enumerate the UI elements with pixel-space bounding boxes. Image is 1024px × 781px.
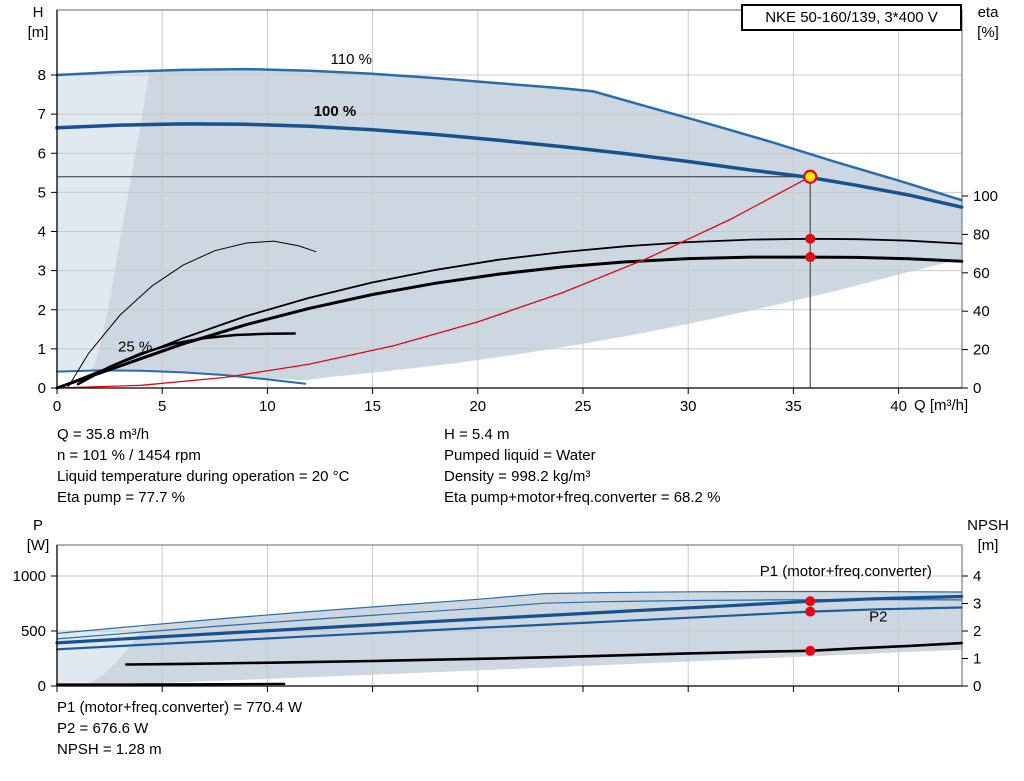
eta-axis-title: eta [%]	[964, 3, 1012, 43]
y-left-tick-label: 6	[38, 145, 46, 162]
y-left-tick-label: 500	[21, 623, 46, 640]
y-left-tick-label: 1	[38, 341, 46, 358]
eta-pump-curve	[56, 237, 963, 389]
h-axis-title: H [m]	[18, 3, 58, 43]
label-25-percent: 25 %	[118, 339, 152, 356]
y-right-tick-label: 3	[973, 596, 981, 613]
info-p1: P1 (motor+freq.converter) = 770.4 W	[57, 699, 303, 716]
x-tick-label: 35	[785, 398, 802, 415]
y-left-tick-label: 0	[38, 380, 46, 397]
y-left-tick-label: 0	[38, 678, 46, 695]
operating-envelope	[57, 69, 962, 381]
x-tick-label: 15	[364, 398, 381, 415]
label-100-percent: 100 %	[314, 103, 357, 120]
p2-110-curve	[56, 598, 963, 640]
p2-curve	[55, 606, 963, 651]
p2-point	[805, 606, 816, 617]
y-right-tick-label: 0	[973, 380, 981, 397]
label-110-percent: 110 %	[331, 51, 372, 68]
npsh-point	[805, 645, 816, 656]
info-speed: n = 101 % / 1454 rpm	[57, 447, 201, 464]
y-right-tick-label: 40	[973, 303, 990, 320]
p1-curve	[55, 594, 964, 645]
y-right-tick-label: 60	[973, 265, 990, 282]
low-flow-band	[57, 70, 150, 372]
p-axis-title-symbol: P	[32, 517, 43, 534]
y-right-tick-label: 80	[973, 226, 990, 243]
y-right-tick-label: 100	[973, 188, 998, 205]
p-axis-title: P [W]	[18, 516, 58, 556]
x-tick-label: 30	[680, 398, 697, 415]
x-tick-label: 0	[53, 398, 61, 415]
y-left-tick-label: 8	[38, 67, 46, 84]
info-head: H = 5.4 m	[444, 426, 510, 443]
p1-label: P1 (motor+freq.converter)	[760, 563, 932, 580]
x-tick-label: 10	[259, 398, 276, 415]
info-pumped-liquid: Pumped liquid = Water	[444, 447, 596, 464]
h-axis-title-unit: [m]	[27, 24, 49, 41]
info-eta-total: Eta pump+motor+freq.converter = 68.2 %	[444, 489, 721, 506]
p2-label: P2	[869, 609, 887, 626]
p1-110-curve	[56, 590, 963, 635]
h-axis-title-symbol: H	[32, 4, 44, 21]
info-p2: P2 = 676.6 W	[57, 720, 149, 737]
curve-110-percent	[55, 67, 963, 202]
y-right-tick-label: 20	[973, 342, 990, 359]
y-left-tick-label: 7	[38, 106, 46, 123]
x-tick-label: 20	[469, 398, 486, 415]
y-left-tick-label: 4	[38, 224, 46, 241]
y-right-tick-label: 2	[973, 623, 981, 640]
npsh-axis-title-symbol: NPSH	[967, 517, 1009, 534]
y-left-tick-label: 5	[38, 184, 46, 201]
eta-axis-title-symbol: eta	[977, 4, 999, 21]
x-tick-label: 40	[890, 398, 907, 415]
npsh-curve	[125, 641, 964, 666]
system-curve	[56, 176, 811, 389]
y-right-tick-label: 0	[973, 678, 981, 695]
npsh-axis-title-unit: [m]	[977, 537, 999, 554]
eta-total-point	[805, 252, 816, 263]
duty-info-right: H = 5.4 m Pumped liquid = Water Density …	[444, 424, 720, 508]
eta-pump-point	[805, 233, 816, 244]
y-left-tick-label: 1000	[13, 568, 46, 585]
q-axis-title: Q [m³/h]	[914, 397, 969, 414]
duty-info-bottom: P1 (motor+freq.converter) = 770.4 W P2 =…	[57, 697, 302, 760]
info-npsh: NPSH = 1.28 m	[57, 741, 162, 758]
duty-info-left: Q = 35.8 m³/h n = 101 % / 1454 rpm Liqui…	[57, 424, 349, 508]
x-tick-label: 5	[158, 398, 166, 415]
duty-point[interactable]	[803, 169, 818, 184]
npsh-25-curve	[55, 682, 286, 686]
eta-total-curve	[55, 255, 964, 390]
info-eta-pump: Eta pump = 77.7 %	[57, 489, 185, 506]
y-left-tick-label: 3	[38, 263, 46, 280]
p-axis-title-unit: [W]	[26, 537, 50, 554]
info-liquid-temperature: Liquid temperature during operation = 20…	[57, 468, 350, 485]
y-right-tick-label: 4	[973, 568, 981, 585]
y-right-tick-label: 1	[973, 651, 981, 668]
p1-point	[805, 596, 816, 607]
eta-pump-25-curve	[67, 240, 317, 389]
npsh-axis-title: NPSH [m]	[956, 516, 1020, 556]
info-density: Density = 998.2 kg/m³	[444, 468, 591, 485]
y-left-tick-label: 2	[38, 302, 46, 319]
info-flow: Q = 35.8 m³/h	[57, 426, 150, 443]
curve-100-percent	[55, 122, 964, 209]
eta-axis-title-unit: [%]	[977, 24, 999, 41]
pump-title-box: NKE 50-160/139, 3*400 V	[741, 4, 962, 31]
x-tick-label: 25	[575, 398, 592, 415]
pump-title: NKE 50-160/139, 3*400 V	[765, 9, 938, 26]
